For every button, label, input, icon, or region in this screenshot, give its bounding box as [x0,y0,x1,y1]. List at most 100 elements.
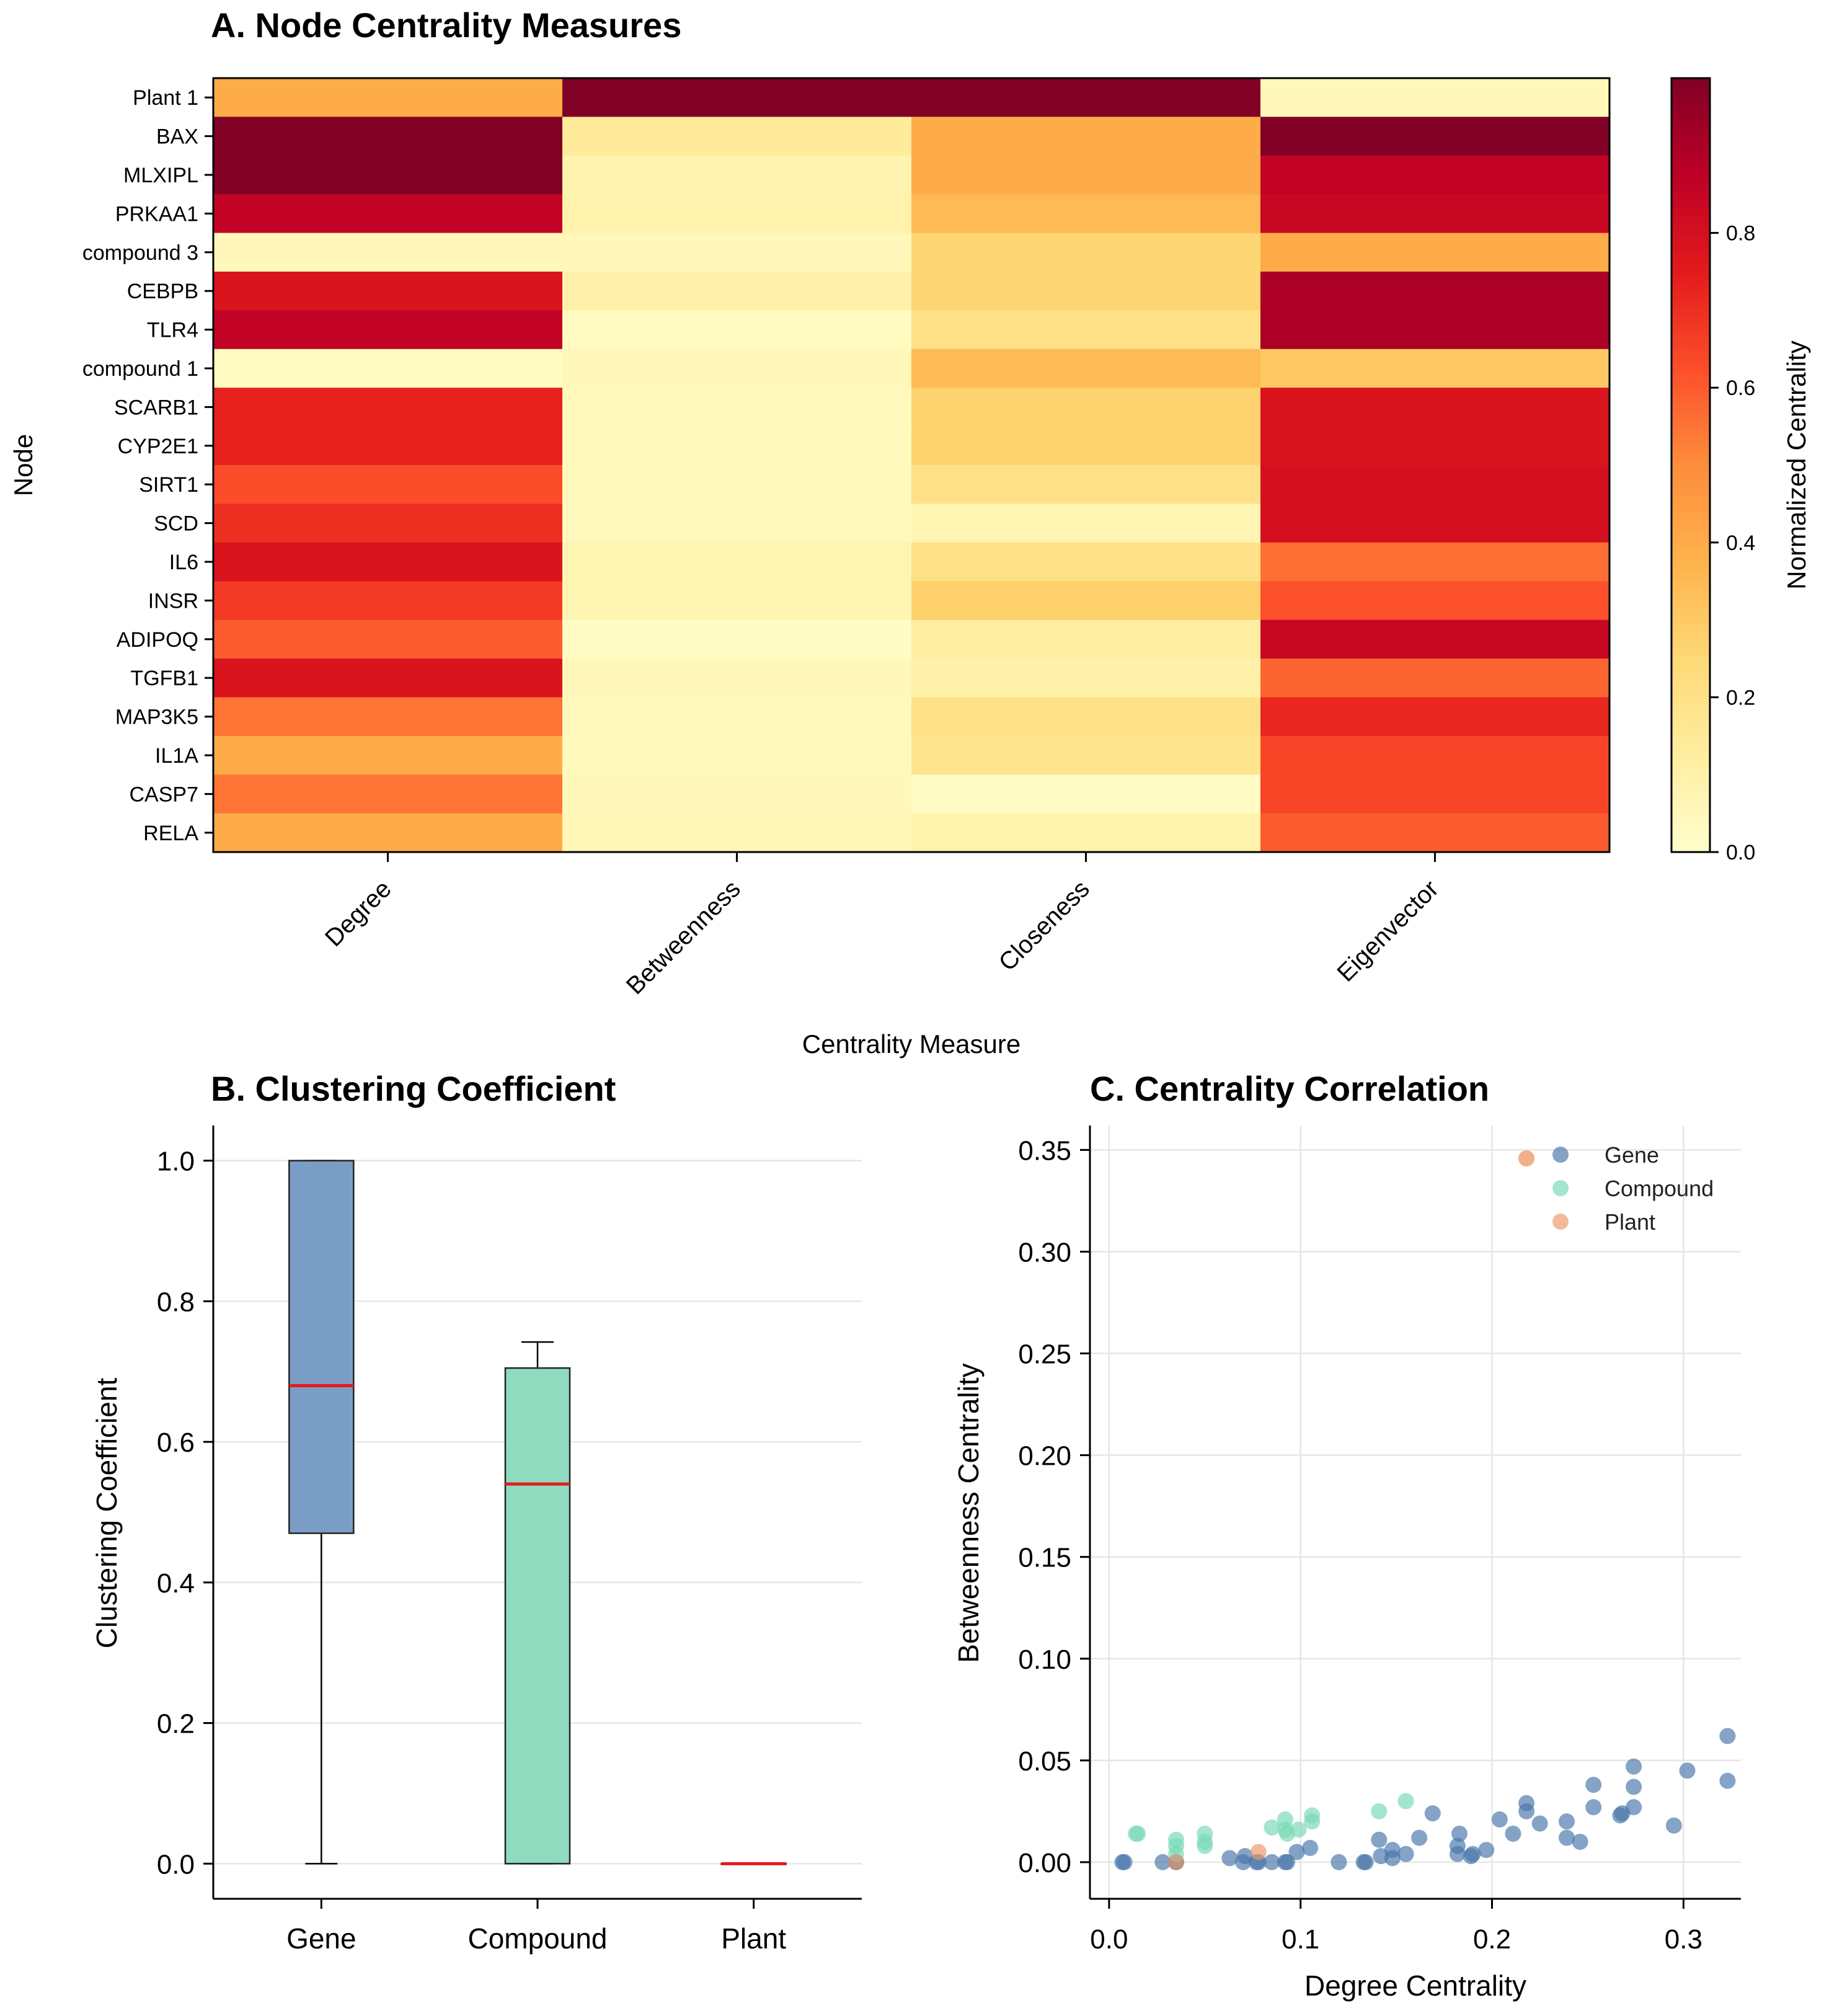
heatmap-xlabel: Centrality Measure [802,1029,1020,1059]
heatmap-panel: A. Node Centrality Measures Plant 1 BAX ML… [9,6,1811,1059]
scatter-point-gene [1288,1844,1305,1860]
colorbar-tick-label: 0.0 [1726,841,1755,864]
heatmap-cell-prkaa1-eigenvector [1260,194,1610,234]
heatmap-cell-rela-betweenness [562,813,912,853]
heatmap-cell-compound-1-betweenness [562,349,912,388]
heatmap-ylabel: Node [9,434,38,496]
heatmap-row-label: CASP7 [130,783,199,806]
heatmap-cell-compound-3-degree [213,233,563,272]
heatmap-row-label: SCARB1 [114,396,198,419]
boxplot-box-gene [288,1160,355,1534]
heatmap-cell-bax-betweenness [562,117,912,156]
heatmap-row-label: Plant 1 [133,86,198,110]
heatmap-cell-map3k5-closeness [911,697,1261,737]
scatter-point-gene [1679,1762,1696,1779]
heatmap-cell-scarb1-betweenness [562,388,912,427]
scatter-point-gene [1478,1842,1495,1858]
scatter-point-gene [1357,1854,1374,1870]
heatmap-row-label: SIRT1 [139,473,198,497]
scatter-ylabel: Betweenness Centrality [952,1363,985,1663]
heatmap-row-label: compound 1 [82,357,198,381]
heatmap-cell-insr-eigenvector [1260,581,1610,621]
scatter-y-tick-label: 0.30 [1018,1237,1071,1268]
scatter-point-gene [1585,1777,1602,1793]
heatmap-cell-il1a-betweenness [562,735,912,775]
boxplot-y-tick-label: 0.4 [157,1568,195,1599]
heatmap-row-label: CYP2E1 [118,435,198,458]
scatter-panel: C. Centrality Correlation 0.000.050.100.… [952,1069,1741,2002]
heatmap-column-labels: Degree Betweenness Closeness Eigenvector [320,852,1444,1000]
colorbar-gradient [1670,77,1711,853]
scatter-y-tick-label: 0.35 [1018,1135,1071,1166]
boxplot-y-tick-label: 0.6 [157,1428,195,1458]
heatmap-cell-prkaa1-betweenness [562,194,912,234]
scatter-y-ticks: 0.00 0.05 0.10 0.15 0.20 0.25 0.30 0.35 [1018,1135,1090,1878]
scatter-point-gene [1464,1845,1481,1862]
colorbar-tick-label: 0.6 [1726,376,1755,400]
colorbar-tick-label: 0.2 [1726,686,1755,709]
heatmap-row-label: MLXIPL [123,164,198,187]
heatmap-cell-tgfb1-betweenness [562,659,912,698]
heatmap-cell-adipoq-closeness [911,619,1261,659]
heatmap-cell-mlxipl-degree [213,155,563,195]
scatter-point-gene [1154,1854,1171,1870]
heatmap-row-labels: Plant 1 BAX MLXIPL PRKAA1 compound 3 CEBPB TLR… [82,86,213,845]
boxplot-boxes [288,1160,787,1865]
heatmap-cell-bax-degree [213,117,563,156]
scatter-point-compound [1168,1831,1184,1848]
heatmap-cell-cyp2e1-betweenness [562,426,912,466]
boxplot-y-tick-label: 0.0 [157,1849,195,1880]
scatter-y-tick-label: 0.25 [1018,1339,1071,1370]
heatmap-cell-cebpb-betweenness [562,272,912,311]
scatter-legend-label: Gene [1605,1142,1659,1168]
scatter-legend-marker-compound [1552,1180,1569,1196]
heatmap-cell-sirt1-betweenness [562,465,912,504]
heatmap-column-label: Degree [320,875,397,952]
heatmap-row-label: INSR [148,589,198,613]
colorbar-tick-label: 0.8 [1726,222,1755,246]
scatter-point-gene [1302,1840,1319,1856]
scatter-point-compound [1130,1826,1146,1842]
scatter-grid [1090,1126,1741,1899]
heatmap-cell-compound-3-betweenness [562,233,912,272]
heatmap-row-label: IL1A [155,744,198,768]
heatmap-cell-prkaa1-degree [213,194,563,234]
heatmap-cell-sirt1-eigenvector [1260,465,1610,504]
scatter-point-gene [1719,1772,1736,1789]
scatter-point-gene [1330,1854,1347,1870]
boxplot-y-tick-label: 0.8 [157,1287,195,1317]
scatter-point-gene [1411,1829,1428,1846]
heatmap-row-label: ADIPOQ [117,628,198,652]
heatmap-cell-cyp2e1-eigenvector [1260,426,1610,466]
heatmap-row-label: IL6 [169,551,198,574]
scatter-point-gene [1397,1845,1414,1862]
scatter-point-gene [1531,1815,1548,1832]
heatmap-cell-compound-1-degree [213,349,563,388]
heatmap-cell-sirt1-closeness [911,465,1261,504]
scatter-point-gene [1116,1854,1133,1870]
scatter-point-gene [1424,1805,1441,1822]
heatmap-row-label: BAX [156,125,198,149]
heatmap-cell-compound-1-eigenvector [1260,349,1610,388]
heatmap-cell-il6-betweenness [562,542,912,582]
boxplot-panel: B. Clustering Coefficient 0.00.20.40.60.… [91,1069,862,1955]
heatmap-cell-casp7-eigenvector [1260,775,1610,814]
scatter-point-gene [1626,1758,1642,1775]
heatmap-cell-tgfb1-closeness [911,659,1261,698]
boxplot-ylabel: Clustering Coefficient [91,1378,123,1649]
heatmap-cell-mlxipl-eigenvector [1260,155,1610,195]
heatmap-cell-compound-3-eigenvector [1260,233,1610,272]
scatter-point-compound [1290,1821,1307,1838]
scatter-point-gene [1491,1811,1508,1827]
heatmap-cell-bax-closeness [911,117,1261,156]
boxplot-y-ticks: 0.0 0.2 0.4 0.6 0.8 1.0 [157,1147,213,1880]
scatter-xlabel: Degree Centrality [1304,1969,1526,2002]
scatter-legend: Gene Compound Plant [1518,1142,1714,1235]
scatter-point-gene [1449,1837,1466,1854]
heatmap-cell-prkaa1-closeness [911,194,1261,234]
heatmap-cell-sirt1-degree [213,465,563,504]
scatter-x-tick-label: 0.2 [1473,1924,1511,1955]
heatmap-cell-tlr4-degree [213,310,563,350]
heatmap-cell-rela-degree [213,813,563,853]
heatmap-cell-tgfb1-eigenvector [1260,659,1610,698]
